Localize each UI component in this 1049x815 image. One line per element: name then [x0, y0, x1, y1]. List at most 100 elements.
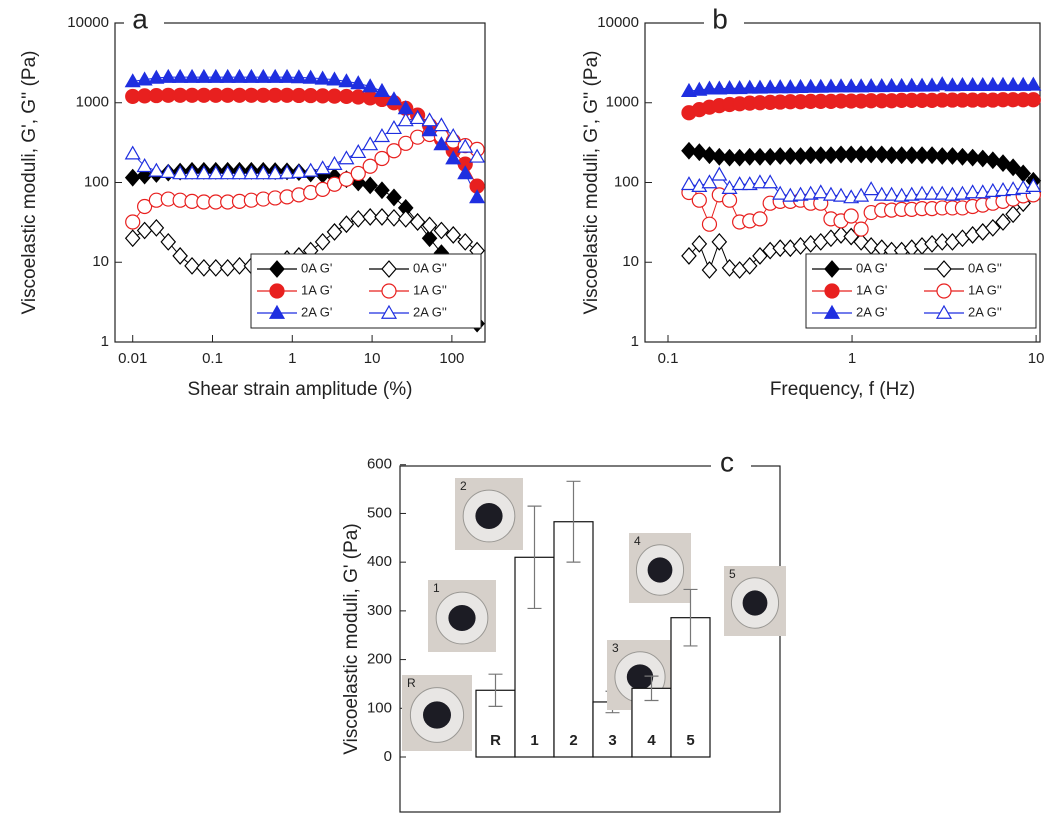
- data-point: [772, 185, 789, 200]
- error-bar: [644, 675, 659, 702]
- data-point: [903, 146, 920, 165]
- x-tick-label: 4: [647, 732, 656, 749]
- x-tick-label: 3: [608, 732, 616, 749]
- panel-label-bg: [124, 9, 164, 37]
- data-point: [125, 214, 141, 230]
- data-point: [772, 79, 789, 94]
- legend-label: 2A G'': [413, 304, 447, 319]
- data-point: [984, 182, 1001, 197]
- x-tick-label: 10: [1028, 350, 1045, 367]
- error-bar: [683, 588, 698, 647]
- y-tick-label: 300: [367, 602, 392, 619]
- data-point: [873, 145, 890, 164]
- data-point: [923, 185, 941, 200]
- data-point: [913, 185, 931, 200]
- error-bar: [566, 480, 581, 563]
- data-point: [873, 186, 890, 201]
- data-point: [954, 147, 971, 166]
- data-point: [148, 69, 165, 84]
- data-point: [822, 78, 839, 93]
- legend-marker: [269, 283, 285, 299]
- data-point: [445, 150, 462, 165]
- data-point: [985, 151, 1001, 170]
- data-point: [290, 163, 307, 178]
- data-point: [833, 226, 849, 244]
- data-point: [243, 165, 260, 180]
- data-point: [196, 258, 212, 277]
- panel-label: a: [132, 3, 148, 34]
- data-point: [302, 69, 319, 84]
- data-point: [231, 256, 248, 275]
- data-point: [421, 229, 438, 248]
- data-point: [691, 81, 708, 96]
- panel-label: c: [720, 446, 734, 477]
- data-point: [711, 80, 728, 95]
- data-point: [903, 186, 920, 201]
- plot-frame: [399, 465, 781, 813]
- data-point: [701, 146, 718, 165]
- legend-label: 1A G'': [968, 282, 1002, 297]
- data-point: [362, 78, 379, 93]
- data-point: [681, 141, 697, 160]
- x-tick-label: 100: [439, 350, 464, 367]
- legend-marker: [824, 283, 840, 299]
- data-point: [964, 76, 981, 92]
- data-point: [278, 164, 296, 179]
- legend-marker: [936, 260, 952, 278]
- data-point: [985, 218, 1001, 237]
- data-point: [314, 70, 331, 85]
- data-point: [350, 75, 367, 90]
- data-point: [373, 82, 391, 97]
- data-point: [691, 234, 708, 253]
- legend-marker: [268, 304, 286, 319]
- x-tick-label: 0.1: [202, 350, 223, 367]
- data-point: [691, 192, 707, 208]
- y-tick-label: 100: [84, 173, 109, 190]
- legend-marker: [381, 260, 397, 278]
- data-point: [853, 78, 870, 93]
- data-point: [148, 218, 165, 237]
- data-point: [974, 76, 991, 92]
- legend-marker: [381, 283, 397, 299]
- data-point: [397, 209, 414, 228]
- data-point: [231, 68, 248, 83]
- data-point: [374, 208, 390, 226]
- data-point: [751, 174, 768, 189]
- legend-label: 0A G': [856, 260, 887, 275]
- data-point: [934, 232, 951, 251]
- data-point: [326, 155, 343, 170]
- data-point: [124, 229, 141, 248]
- data-point: [302, 162, 319, 177]
- photo-label: R: [407, 676, 416, 690]
- data-point: [1015, 76, 1032, 91]
- data-point: [843, 208, 859, 224]
- x-axis-title: Frequency, f (Hz): [770, 379, 915, 400]
- y-tick-label: 0: [384, 748, 392, 765]
- legend-marker: [380, 304, 398, 319]
- x-tick-label: R: [490, 732, 501, 749]
- data-point: [362, 208, 378, 226]
- data-point: [731, 176, 748, 191]
- y-tick-label: 400: [367, 553, 392, 570]
- data-point: [219, 165, 236, 180]
- data-point: [680, 176, 698, 191]
- data-point: [172, 247, 188, 265]
- data-point: [207, 165, 224, 180]
- data-point: [964, 148, 981, 167]
- data-point: [183, 68, 201, 83]
- data-point: [741, 79, 758, 94]
- data-point: [995, 213, 1011, 231]
- x-tick-label: 10: [364, 350, 381, 367]
- data-point: [433, 136, 450, 151]
- data-point: [386, 188, 402, 207]
- panel-label-bg: [704, 9, 744, 37]
- data-point: [731, 80, 748, 95]
- data-point: [231, 165, 248, 180]
- data-point: [374, 150, 390, 167]
- x-tick-label: 1: [530, 732, 538, 749]
- data-point: [883, 77, 900, 92]
- data-point: [944, 186, 961, 201]
- data-point: [386, 143, 402, 159]
- data-point: [680, 82, 698, 97]
- data-point: [701, 216, 718, 232]
